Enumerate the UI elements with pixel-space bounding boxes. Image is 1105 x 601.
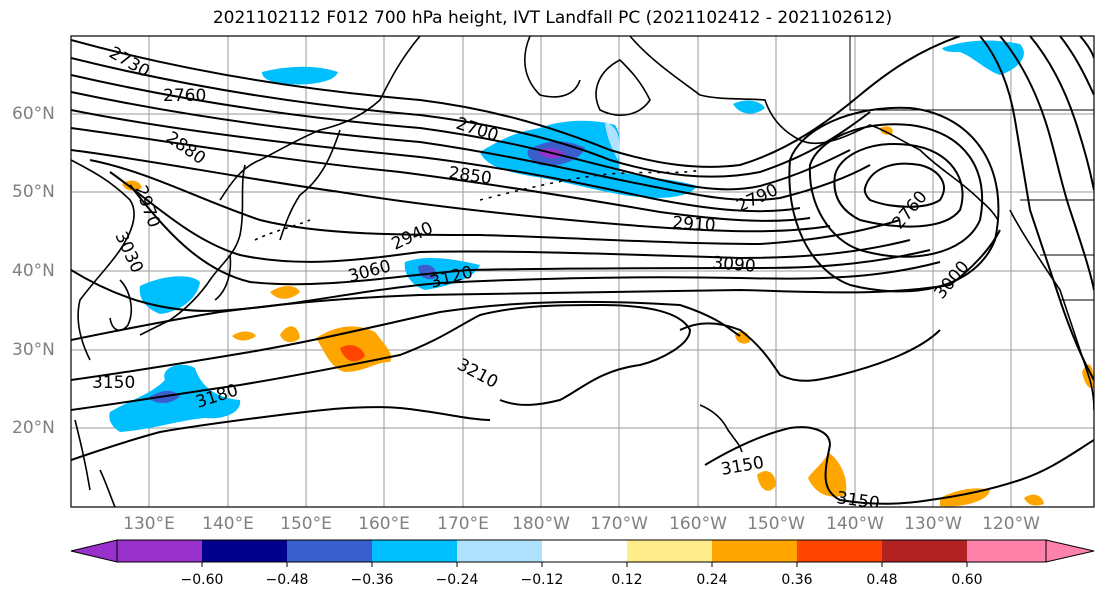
contour-label: 3150	[92, 373, 135, 393]
gridlines	[71, 36, 1094, 507]
colorbar-extend-right	[1045, 539, 1095, 563]
colorbar-bin	[287, 540, 372, 562]
shade-pos-8	[940, 488, 990, 507]
contour-label: 3180	[1090, 325, 1105, 368]
lat-label: 50°N	[12, 182, 55, 202]
lon-label: 160°E	[358, 514, 410, 534]
lon-label: 170°W	[590, 514, 648, 534]
lon-label: 120°W	[982, 514, 1040, 534]
shade-pos-2	[280, 326, 300, 343]
lon-label: 130°W	[904, 514, 962, 534]
colorbar-tick-label: 0.60	[951, 572, 983, 588]
colorbar-bin	[882, 540, 967, 562]
colorbar-tick-label: −0.36	[350, 572, 394, 588]
shade-pos-4	[122, 180, 142, 191]
colorbar-bin	[457, 540, 542, 562]
shade-pos-3	[232, 331, 256, 341]
colorbar-tick-label: 0.12	[611, 572, 643, 588]
colorbar-bin	[372, 540, 457, 562]
colorbar-tick-label: −0.60	[180, 572, 224, 588]
shade-neg-aleutian	[480, 120, 697, 198]
colorbar-extend-left	[70, 539, 118, 563]
shade-pos-7	[808, 452, 847, 497]
contour-label: 2910	[672, 213, 717, 236]
colorbar-tick-label: 0.36	[781, 572, 813, 588]
colorbar-bin	[967, 540, 1046, 562]
colorbar-frame	[116, 539, 1047, 563]
shade-neg-aleutian-light	[605, 122, 620, 160]
shade-neg-alaska	[942, 40, 1024, 75]
map-title: 2021102112 F012 700 hPa height, IVT Land…	[212, 8, 893, 28]
map-border	[70, 35, 1095, 508]
lat-label: 40°N	[12, 261, 55, 281]
lon-label: 160°W	[669, 514, 727, 534]
shade-pos-11	[880, 126, 893, 135]
lon-label: 140°E	[202, 514, 254, 534]
lon-label: 150°E	[280, 514, 332, 534]
colorbar-bin	[202, 540, 287, 562]
shade-pos-9	[1024, 494, 1044, 506]
colorbar-tick-label: −0.48	[265, 572, 309, 588]
shade-pos-1	[270, 286, 300, 299]
contour-label: 3090	[712, 253, 757, 277]
colorbar-tick-label: −0.12	[520, 572, 564, 588]
lat-label: 20°N	[12, 418, 55, 438]
shade-neg-bering-n	[733, 100, 765, 114]
shade-pos-marcus-inner	[340, 345, 365, 362]
colorbar-bin	[712, 540, 797, 562]
shade-pos-6	[757, 471, 776, 491]
lon-label: 130°E	[123, 514, 175, 534]
colorbar	[70, 539, 1095, 567]
shade-neg-kuroshio-inner	[418, 264, 437, 280]
lat-label: 60°N	[12, 104, 55, 124]
contour-label: 3150	[835, 488, 881, 514]
lon-label: 150°W	[747, 514, 805, 534]
colorbar-tick-label: −0.24	[435, 572, 479, 588]
colorbar-bin	[542, 540, 627, 562]
shade-neg-okhotsk	[262, 66, 338, 85]
contour-label: 2760	[163, 86, 206, 106]
lon-label: 170°E	[437, 514, 489, 534]
lon-label: 140°W	[826, 514, 884, 534]
colorbar-tick-label: 0.48	[866, 572, 898, 588]
lat-label: 30°N	[12, 340, 55, 360]
height-contours	[71, 36, 1094, 505]
colorbar-bin	[797, 540, 882, 562]
colorbar-bin	[627, 540, 712, 562]
colorbar-bin	[117, 540, 202, 562]
lon-label: 180°W	[512, 514, 570, 534]
colorbar-tick-label: 0.24	[696, 572, 728, 588]
